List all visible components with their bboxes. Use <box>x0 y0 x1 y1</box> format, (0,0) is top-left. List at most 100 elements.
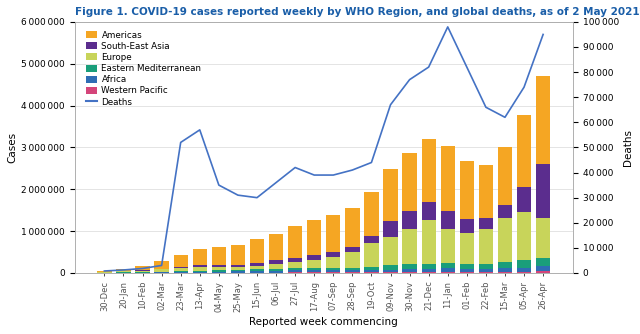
Bar <box>498 205 512 218</box>
Bar <box>422 264 436 269</box>
Bar <box>479 264 493 269</box>
Deaths <box>120 268 127 272</box>
Bar <box>403 264 417 269</box>
Y-axis label: Cases: Cases <box>7 132 17 163</box>
Deaths <box>406 77 413 81</box>
Bar <box>173 256 188 267</box>
Bar <box>269 260 284 264</box>
Bar <box>422 269 436 272</box>
Bar <box>212 272 226 273</box>
Bar <box>364 270 379 272</box>
Bar <box>479 269 493 272</box>
Bar <box>231 265 245 267</box>
Bar <box>231 270 245 272</box>
Bar <box>479 272 493 273</box>
Bar <box>154 261 169 269</box>
Bar <box>307 270 321 273</box>
Bar <box>479 165 493 218</box>
Bar <box>307 255 321 260</box>
Bar <box>116 272 131 273</box>
Deaths <box>215 183 223 187</box>
Deaths <box>310 173 318 177</box>
Bar <box>517 268 531 272</box>
Bar <box>193 272 207 273</box>
Bar <box>288 262 302 268</box>
Bar <box>422 202 436 219</box>
Bar <box>231 272 245 273</box>
Bar <box>345 247 360 253</box>
Deaths <box>177 140 184 144</box>
Bar <box>288 271 302 273</box>
Bar <box>326 215 340 252</box>
Bar <box>440 228 455 263</box>
Bar <box>231 267 245 270</box>
Bar <box>383 237 397 265</box>
Bar <box>383 221 397 237</box>
Deaths <box>444 25 452 29</box>
Bar <box>193 265 207 267</box>
Bar <box>173 267 188 268</box>
Bar <box>250 271 264 273</box>
Bar <box>422 219 436 264</box>
Deaths <box>253 196 261 200</box>
X-axis label: Reported week commencing: Reported week commencing <box>250 317 398 327</box>
Bar <box>288 268 302 271</box>
Bar <box>479 229 493 264</box>
Text: Figure 1. COVID-19 cases reported weekly by WHO Region, and global deaths, as of: Figure 1. COVID-19 cases reported weekly… <box>75 7 640 17</box>
Bar <box>345 271 360 272</box>
Deaths <box>158 264 166 268</box>
Bar <box>173 271 188 272</box>
Bar <box>250 266 264 269</box>
Bar <box>269 269 284 271</box>
Bar <box>136 266 150 270</box>
Bar <box>517 212 531 260</box>
Deaths <box>463 65 470 69</box>
Deaths <box>367 161 375 165</box>
Bar <box>440 263 455 268</box>
Deaths <box>272 181 280 185</box>
Deaths <box>291 166 299 170</box>
Bar <box>97 271 111 272</box>
Bar <box>193 249 207 265</box>
Bar <box>364 192 379 236</box>
Bar <box>498 272 512 273</box>
Deaths <box>387 103 394 107</box>
Line: Deaths: Deaths <box>104 27 543 271</box>
Bar <box>250 263 264 266</box>
Bar <box>517 116 531 187</box>
Bar <box>269 233 284 260</box>
Bar <box>97 272 111 273</box>
Bar <box>345 253 360 268</box>
Bar <box>460 264 474 269</box>
Bar <box>173 272 188 273</box>
Bar <box>479 218 493 229</box>
Bar <box>403 269 417 272</box>
Bar <box>307 268 321 270</box>
Bar <box>136 272 150 273</box>
Bar <box>498 269 512 272</box>
Bar <box>403 210 417 228</box>
Bar <box>212 265 226 267</box>
Bar <box>307 220 321 255</box>
Deaths <box>349 168 356 172</box>
Bar <box>383 265 397 270</box>
Bar <box>536 258 550 267</box>
Deaths <box>482 105 490 109</box>
Deaths <box>501 115 509 119</box>
Deaths <box>330 173 337 177</box>
Bar <box>212 247 226 265</box>
Bar <box>536 164 550 218</box>
Bar <box>364 272 379 273</box>
Bar <box>460 272 474 273</box>
Bar <box>269 271 284 273</box>
Bar <box>193 271 207 272</box>
Bar <box>383 272 397 273</box>
Bar <box>136 271 150 272</box>
Bar <box>326 271 340 273</box>
Bar <box>326 268 340 271</box>
Bar <box>498 147 512 205</box>
Bar <box>383 270 397 272</box>
Bar <box>173 268 188 271</box>
Bar <box>364 243 379 267</box>
Bar <box>364 267 379 270</box>
